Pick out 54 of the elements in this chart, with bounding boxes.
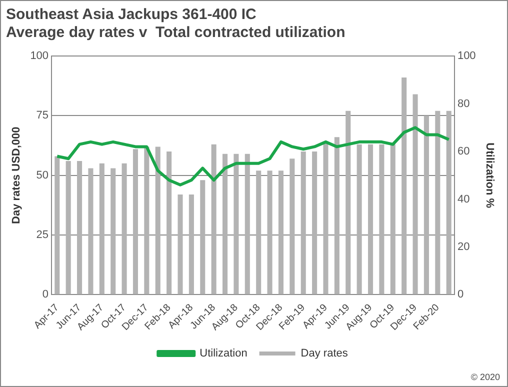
y2-tick-label: 60	[457, 146, 470, 158]
bar	[312, 151, 318, 294]
y-tick-label: 0	[42, 288, 49, 301]
bar	[435, 110, 440, 294]
bar	[412, 94, 418, 294]
bar	[66, 161, 71, 294]
y2-tick-label: 80	[457, 98, 470, 110]
bar	[256, 170, 262, 294]
bar	[334, 137, 340, 294]
bar	[234, 154, 239, 294]
bar	[77, 161, 82, 294]
bar	[188, 194, 194, 294]
bar	[244, 154, 250, 294]
y2-tick-label: 100	[457, 50, 476, 62]
bar	[267, 170, 272, 294]
legend-label: Day rates	[300, 348, 348, 360]
bar	[132, 149, 138, 294]
y-tick-label: 75	[36, 110, 49, 122]
bar	[278, 170, 284, 294]
bar	[211, 144, 216, 294]
y2-tick-label: 20	[457, 241, 470, 253]
bar	[368, 144, 374, 294]
y2-axis-title: Utilization %	[483, 142, 496, 208]
bar	[300, 151, 306, 294]
bar	[110, 168, 116, 294]
bar	[155, 146, 160, 294]
y-tick-label: 100	[30, 50, 49, 62]
bar	[290, 158, 295, 294]
bar	[346, 110, 351, 294]
bar	[144, 146, 150, 294]
bar	[166, 151, 172, 294]
text: © 2020	[470, 372, 500, 382]
bar	[323, 142, 328, 294]
bar	[88, 168, 94, 294]
y2-tick-label: 40	[457, 193, 470, 206]
bar	[122, 163, 127, 294]
chart-title: Southeast Asia Jackups 361-400 IC	[6, 6, 257, 24]
bar	[402, 77, 407, 294]
legend-label: Utilization	[200, 348, 248, 360]
bar	[390, 144, 396, 294]
bar	[99, 163, 104, 294]
bar	[178, 194, 183, 294]
bar	[54, 156, 60, 294]
bar	[446, 110, 452, 294]
y2-tick-label: 0	[457, 288, 464, 301]
bar	[200, 180, 206, 294]
bar	[356, 144, 362, 294]
bar	[379, 144, 384, 294]
bar	[424, 116, 429, 294]
y-axis-title: Day rates USD,000	[10, 126, 23, 224]
chart-subtitle: Average day rates v Total contracted utilization	[6, 24, 346, 42]
bar	[222, 154, 228, 294]
y-tick-label: 25	[36, 229, 49, 242]
y-tick-label: 50	[36, 169, 49, 182]
